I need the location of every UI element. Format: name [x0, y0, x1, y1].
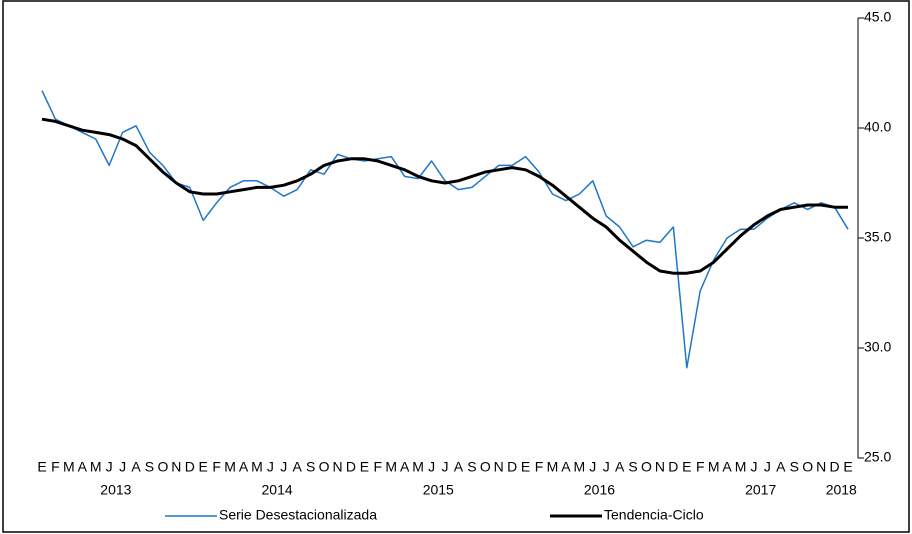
x-tick-label: A — [722, 459, 732, 475]
x-tick-label: A — [293, 459, 303, 475]
x-tick-label: J — [267, 459, 274, 475]
x-tick-label: E — [37, 459, 46, 475]
x-tick-label: A — [454, 459, 464, 475]
x-group-label: 2015 — [423, 482, 454, 498]
x-tick-label: M — [573, 459, 585, 475]
x-tick-label: J — [428, 459, 435, 475]
legend-label: Tendencia-Ciclo — [604, 507, 704, 523]
x-tick-label: M — [63, 459, 75, 475]
x-tick-label: M — [224, 459, 236, 475]
x-tick-label: E — [360, 459, 369, 475]
x-tick-label: D — [346, 459, 356, 475]
x-tick-label: O — [319, 459, 330, 475]
x-tick-label: S — [306, 459, 315, 475]
x-tick-label: E — [199, 459, 208, 475]
x-group-label: 2017 — [745, 482, 776, 498]
x-tick-label: D — [507, 459, 517, 475]
x-tick-label: M — [251, 459, 263, 475]
x-tick-label: J — [589, 459, 596, 475]
y-tick-label: 35.0 — [864, 229, 891, 245]
y-tick-label: 40.0 — [864, 119, 891, 135]
x-tick-label: N — [171, 459, 181, 475]
x-group-label: 2014 — [262, 482, 293, 498]
series-line — [41, 117, 848, 275]
x-tick-label: M — [735, 459, 747, 475]
x-tick-label: O — [157, 459, 168, 475]
x-tick-label: D — [668, 459, 678, 475]
x-tick-label: E — [521, 459, 530, 475]
x-tick-label: N — [655, 459, 665, 475]
x-tick-label: O — [641, 459, 652, 475]
x-tick-label: A — [400, 459, 410, 475]
y-tick-label: 25.0 — [864, 449, 891, 465]
x-tick-label: S — [145, 459, 154, 475]
x-tick-label: M — [90, 459, 102, 475]
x-tick-label: A — [239, 459, 249, 475]
x-tick-label: J — [119, 459, 126, 475]
x-tick-label: A — [561, 459, 571, 475]
x-tick-label: J — [764, 459, 771, 475]
x-tick-label: E — [843, 459, 852, 475]
x-tick-label: A — [131, 459, 141, 475]
legend-label: Serie Desestacionalizada — [219, 507, 377, 523]
x-tick-label: N — [332, 459, 342, 475]
x-tick-label: O — [480, 459, 491, 475]
x-tick-label: M — [547, 459, 559, 475]
x-group-label: 2013 — [100, 482, 131, 498]
x-tick-label: N — [494, 459, 504, 475]
x-tick-label: S — [790, 459, 799, 475]
x-tick-label: J — [750, 459, 757, 475]
x-tick-label: J — [106, 459, 113, 475]
y-tick-label: 30.0 — [864, 339, 891, 355]
x-group-label: 2016 — [584, 482, 615, 498]
x-tick-label: F — [374, 459, 383, 475]
x-tick-label: F — [696, 459, 705, 475]
x-tick-label: S — [628, 459, 637, 475]
x-tick-label: M — [412, 459, 424, 475]
x-tick-label: S — [467, 459, 476, 475]
x-tick-label: M — [708, 459, 720, 475]
x-tick-label: F — [212, 459, 221, 475]
x-tick-label: A — [776, 459, 786, 475]
x-group-label: 2018 — [826, 482, 857, 498]
x-tick-label: J — [280, 459, 287, 475]
x-tick-label: O — [802, 459, 813, 475]
x-tick-label: F — [535, 459, 544, 475]
x-tick-label: E — [682, 459, 691, 475]
x-tick-label: N — [816, 459, 826, 475]
x-tick-label: A — [78, 459, 88, 475]
x-tick-label: D — [830, 459, 840, 475]
x-tick-label: D — [185, 459, 195, 475]
x-tick-label: M — [385, 459, 397, 475]
x-tick-label: J — [442, 459, 449, 475]
x-tick-label: F — [51, 459, 60, 475]
x-tick-label: J — [603, 459, 610, 475]
y-tick-label: 45.0 — [864, 9, 891, 25]
x-tick-label: A — [615, 459, 625, 475]
